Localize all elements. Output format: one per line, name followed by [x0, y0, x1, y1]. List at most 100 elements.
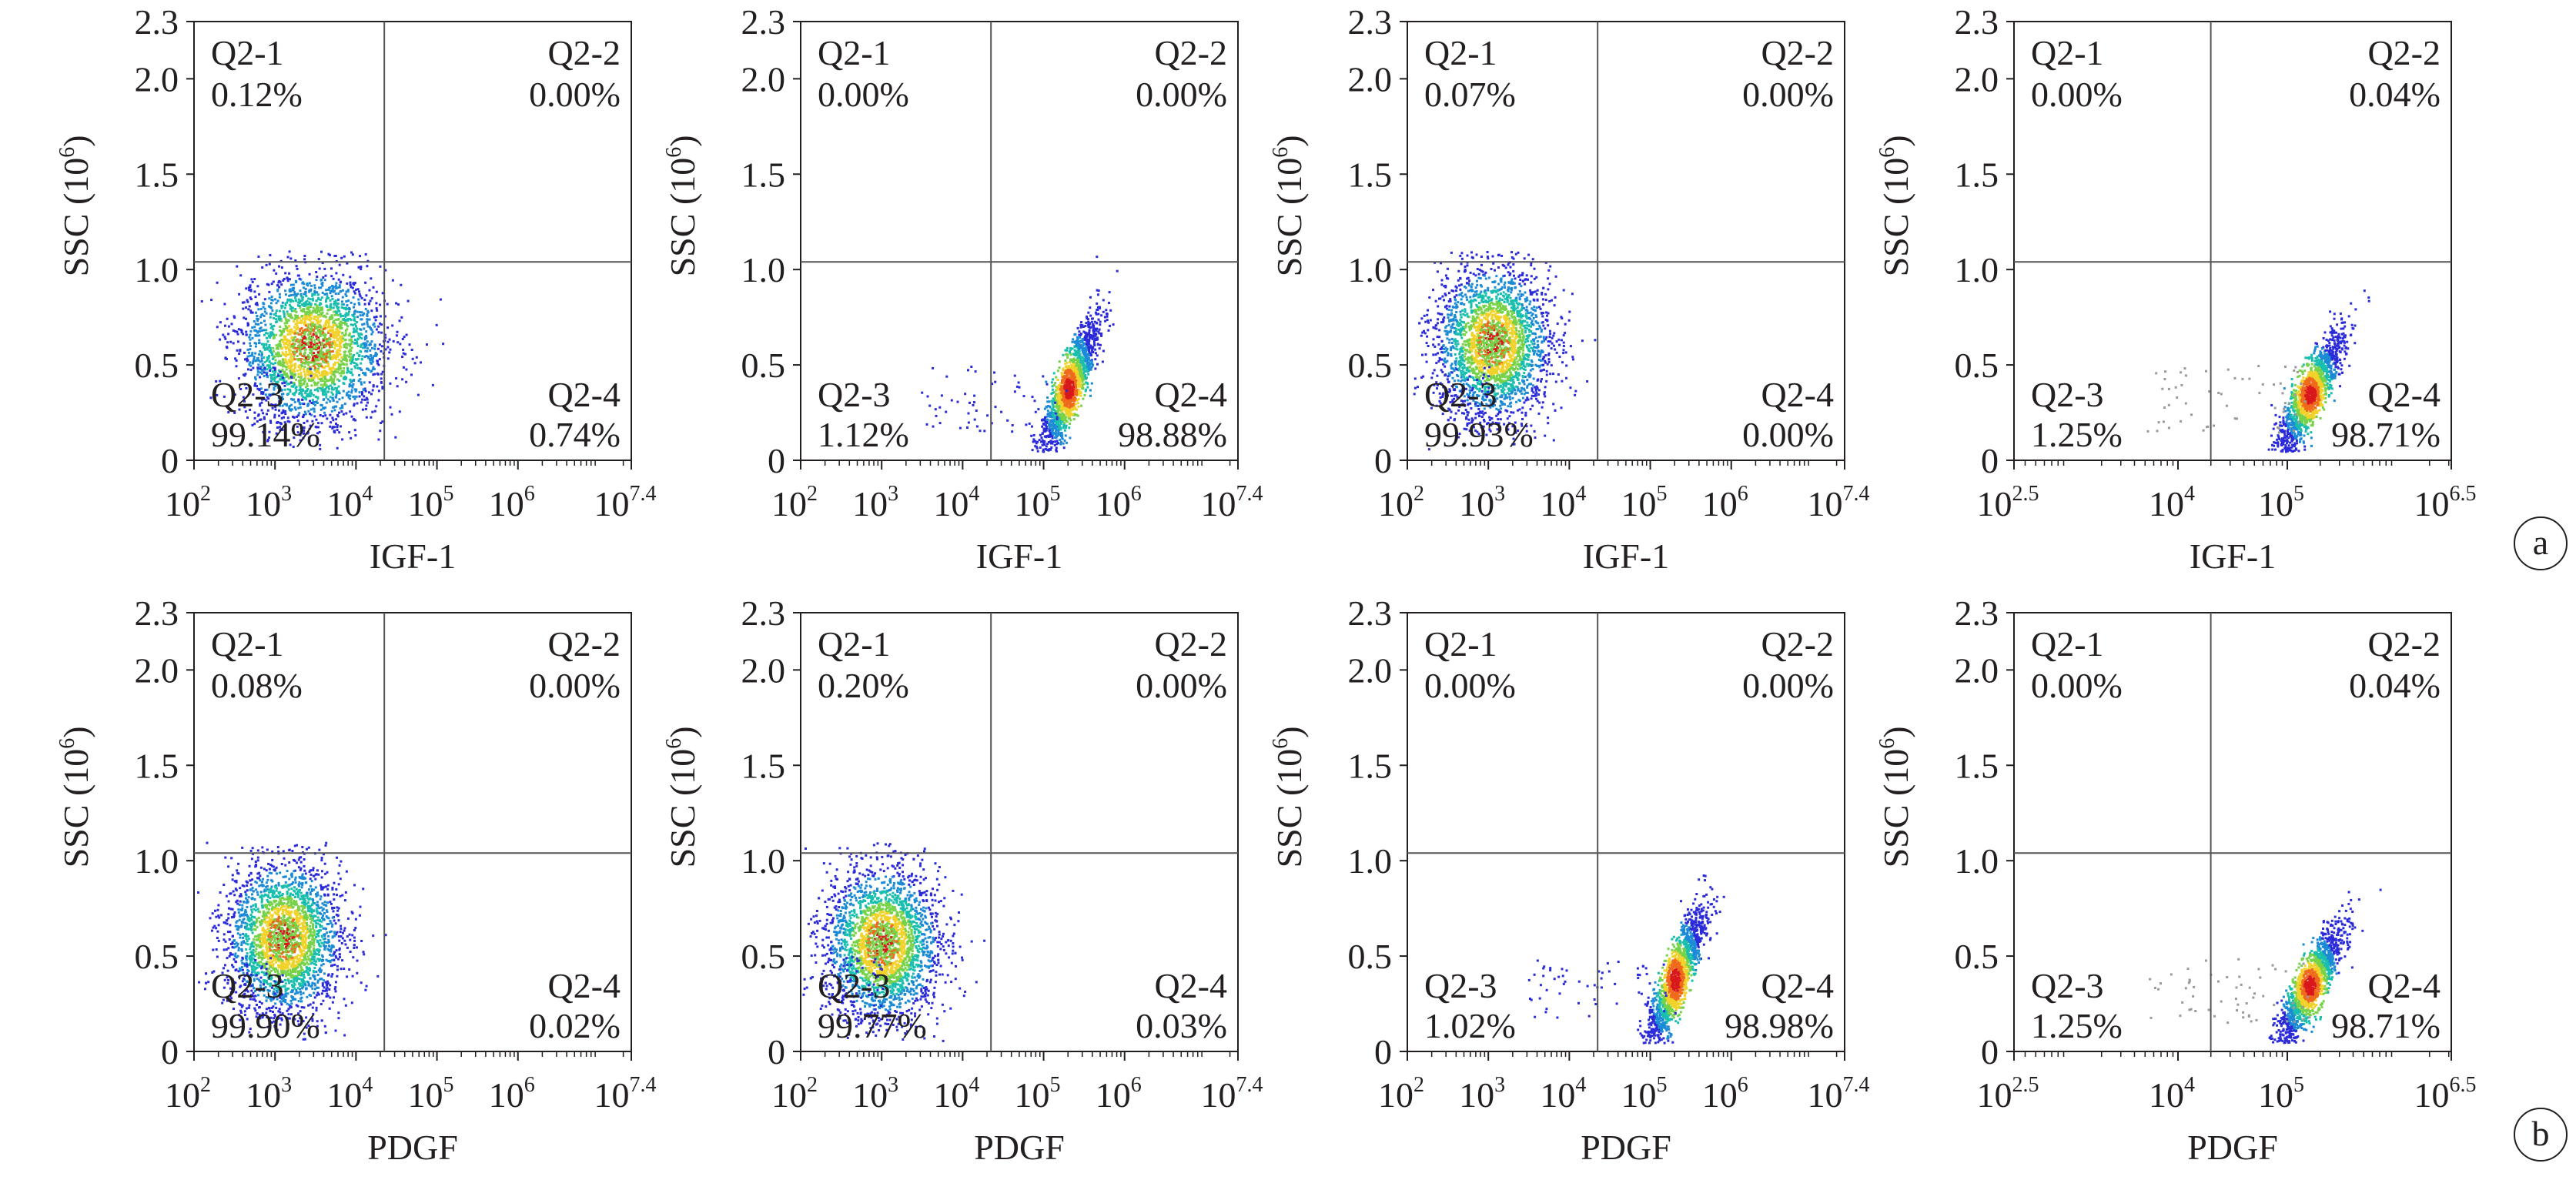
- event-dot: [249, 345, 252, 347]
- event-dot: [340, 257, 343, 259]
- event-dot: [380, 350, 383, 353]
- event-dot: [400, 284, 402, 286]
- event-dot: [297, 366, 299, 368]
- event-dot: [1064, 430, 1066, 432]
- event-dot: [1042, 450, 1044, 453]
- event-dot: [303, 380, 306, 383]
- event-dot: [231, 323, 233, 325]
- event-dot: [289, 316, 292, 319]
- event-dot: [296, 350, 298, 353]
- event-dot: [243, 343, 245, 345]
- event-dot: [1037, 408, 1039, 410]
- event-dot: [336, 429, 339, 431]
- event-dot: [305, 343, 307, 345]
- event-dot: [375, 352, 377, 354]
- event-dot: [339, 286, 341, 289]
- y-axis-title-close: ): [663, 135, 702, 146]
- event-dot: [266, 264, 268, 266]
- event-dot: [320, 251, 323, 253]
- sparse-event-dot: [945, 376, 948, 378]
- event-dot: [279, 355, 282, 357]
- event-dot: [393, 340, 395, 343]
- event-dot: [1072, 366, 1074, 369]
- x-tick-exponent: 7.4: [630, 482, 657, 506]
- event-dot: [281, 347, 283, 349]
- event-dot: [338, 366, 340, 369]
- event-dot: [333, 331, 336, 333]
- event-dot: [275, 312, 277, 314]
- event-dot: [303, 366, 306, 368]
- event-dot: [1075, 403, 1077, 406]
- event-dot: [309, 361, 311, 363]
- event-dot: [1426, 314, 1428, 316]
- event-dot: [1102, 299, 1105, 301]
- event-dot: [1096, 256, 1098, 258]
- event-dot: [331, 290, 333, 292]
- event-dot: [243, 316, 245, 319]
- event-dot: [281, 331, 283, 333]
- event-dot: [373, 286, 375, 289]
- event-dot: [304, 411, 306, 413]
- event-dot: [1105, 309, 1107, 311]
- event-dot: [1455, 357, 1457, 359]
- event-dot: [336, 303, 339, 306]
- event-dot: [1079, 395, 1082, 397]
- event-dot: [339, 392, 341, 394]
- event-dot: [353, 379, 355, 382]
- event-dot: [1104, 320, 1106, 323]
- event-dot: [1063, 422, 1066, 424]
- event-dot: [1086, 363, 1088, 365]
- event-dot: [313, 284, 316, 286]
- sparse-event-dot: [303, 403, 305, 405]
- event-dot: [1085, 378, 1087, 380]
- event-dot: [300, 321, 303, 323]
- event-dot: [1071, 341, 1073, 343]
- event-dot: [340, 323, 343, 326]
- event-dot: [309, 306, 312, 308]
- event-dot: [346, 355, 348, 357]
- event-dot: [296, 265, 298, 267]
- event-dot: [255, 296, 257, 298]
- event-dot: [379, 304, 381, 306]
- event-dot: [334, 314, 336, 316]
- event-dot: [328, 322, 330, 324]
- event-dot: [1570, 345, 1572, 347]
- event-dot: [279, 329, 281, 332]
- event-dot: [272, 358, 274, 360]
- event-dot: [343, 307, 345, 309]
- event-dot: [315, 312, 317, 314]
- event-dot: [379, 430, 381, 432]
- event-dot: [238, 353, 240, 355]
- sparse-event-dot: [976, 426, 979, 428]
- event-dot: [1095, 339, 1097, 341]
- event-dot: [269, 347, 272, 349]
- event-dot: [271, 296, 273, 298]
- event-dot: [1072, 386, 1075, 389]
- event-dot: [346, 319, 349, 322]
- flow-cytometry-figure: Q2-10.12%Q2-20.00%Q2-399.14%Q2-40.74%00.…: [0, 0, 2576, 1180]
- event-dot: [416, 356, 418, 359]
- event-dot: [296, 268, 299, 270]
- event-dot: [1046, 400, 1049, 403]
- sparse-event-dot: [939, 422, 942, 424]
- event-dot: [268, 291, 270, 293]
- event-dot: [336, 319, 339, 321]
- event-dot: [323, 316, 325, 318]
- event-dot: [353, 354, 355, 356]
- x-tick-exponent: 3: [888, 482, 898, 506]
- event-dot: [1052, 429, 1054, 431]
- event-dot: [269, 306, 272, 309]
- event-dot: [372, 331, 374, 333]
- event-dot: [1449, 298, 1451, 300]
- quadrant-name-q2-2: Q2-2: [547, 33, 621, 72]
- event-dot: [1574, 390, 1577, 393]
- event-dot: [1073, 341, 1076, 343]
- event-dot: [1061, 416, 1063, 418]
- event-dot: [402, 338, 404, 340]
- event-dot: [401, 378, 403, 380]
- event-dot: [1077, 381, 1079, 383]
- event-dot: [371, 347, 373, 349]
- event-dot: [315, 316, 317, 318]
- event-dot: [293, 399, 295, 401]
- event-dot: [249, 306, 251, 308]
